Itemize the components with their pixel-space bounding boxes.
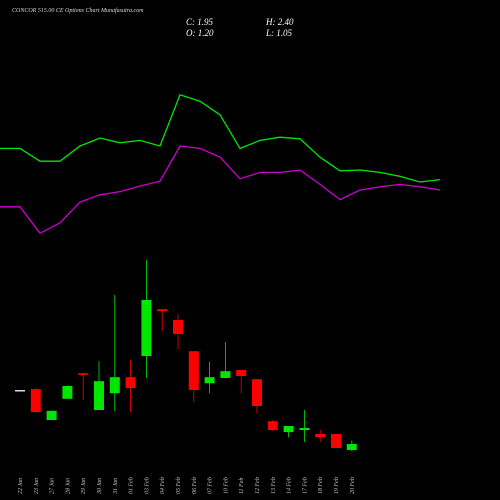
x-tick-label: 22 Jan <box>18 478 24 494</box>
candle-body <box>46 410 57 420</box>
candle-body <box>125 377 136 388</box>
x-tick-label: 01 Feb <box>129 477 135 494</box>
candle-body <box>94 381 104 410</box>
x-tick-label: 10 Feb <box>223 477 229 494</box>
candle-body <box>204 377 215 384</box>
summary: H: 2.40 <box>265 17 294 27</box>
x-tick-label: 11 Feb <box>239 478 245 494</box>
x-tick-label: 18 Feb <box>318 477 324 494</box>
chart-title: CONCOR 515.00 CE Options Chart Munafasut… <box>12 7 144 14</box>
candle-body <box>157 309 168 312</box>
candle-body <box>78 373 89 375</box>
candle-body <box>331 434 341 448</box>
x-tick-label: 23 Jan <box>34 478 40 494</box>
x-tick-label: 28 Jan <box>65 478 71 494</box>
x-tick-label: 14 Feb <box>286 477 293 494</box>
candle-body <box>109 377 120 394</box>
x-tick-label: 30 Jan <box>97 478 103 495</box>
candle-body <box>283 426 294 432</box>
candle-body <box>299 428 310 430</box>
candle-body <box>236 370 247 376</box>
candle-body <box>220 371 231 378</box>
x-tick-label: 07 Feb <box>208 477 214 494</box>
candle-body <box>173 320 183 334</box>
x-tick-label: 12 Feb <box>255 477 261 494</box>
x-tick-label: 05 Feb <box>176 477 182 494</box>
candle-body <box>252 379 262 406</box>
summary: O: 1.20 <box>186 28 214 38</box>
candle-body <box>188 351 199 390</box>
candle-body <box>15 390 25 392</box>
candle-body <box>62 386 73 399</box>
x-tick-label: 29 Jan <box>81 478 87 494</box>
x-tick-label: 03 Feb <box>144 477 150 494</box>
summary: C: 1.95 <box>186 17 214 27</box>
candle-body <box>267 421 278 430</box>
x-tick-label: 27 Jan <box>50 478 56 494</box>
x-tick-label: 20 Feb <box>350 477 356 494</box>
x-tick-label: 31 Jan <box>113 478 119 495</box>
x-tick-label: 04 Feb <box>159 477 166 494</box>
candle-body <box>141 300 152 356</box>
x-tick-label: 17 Feb <box>302 477 308 494</box>
x-tick-label: 19 Feb <box>334 477 340 494</box>
indicator-line <box>0 93 441 183</box>
candle-body <box>30 389 41 412</box>
candle-body <box>315 434 326 438</box>
summary: L: 1.05 <box>265 28 293 38</box>
x-tick-label: 06 Feb <box>192 477 198 494</box>
indicator-line <box>0 145 441 235</box>
candle-body <box>346 444 357 450</box>
x-tick-label: 13 Feb <box>271 477 277 494</box>
